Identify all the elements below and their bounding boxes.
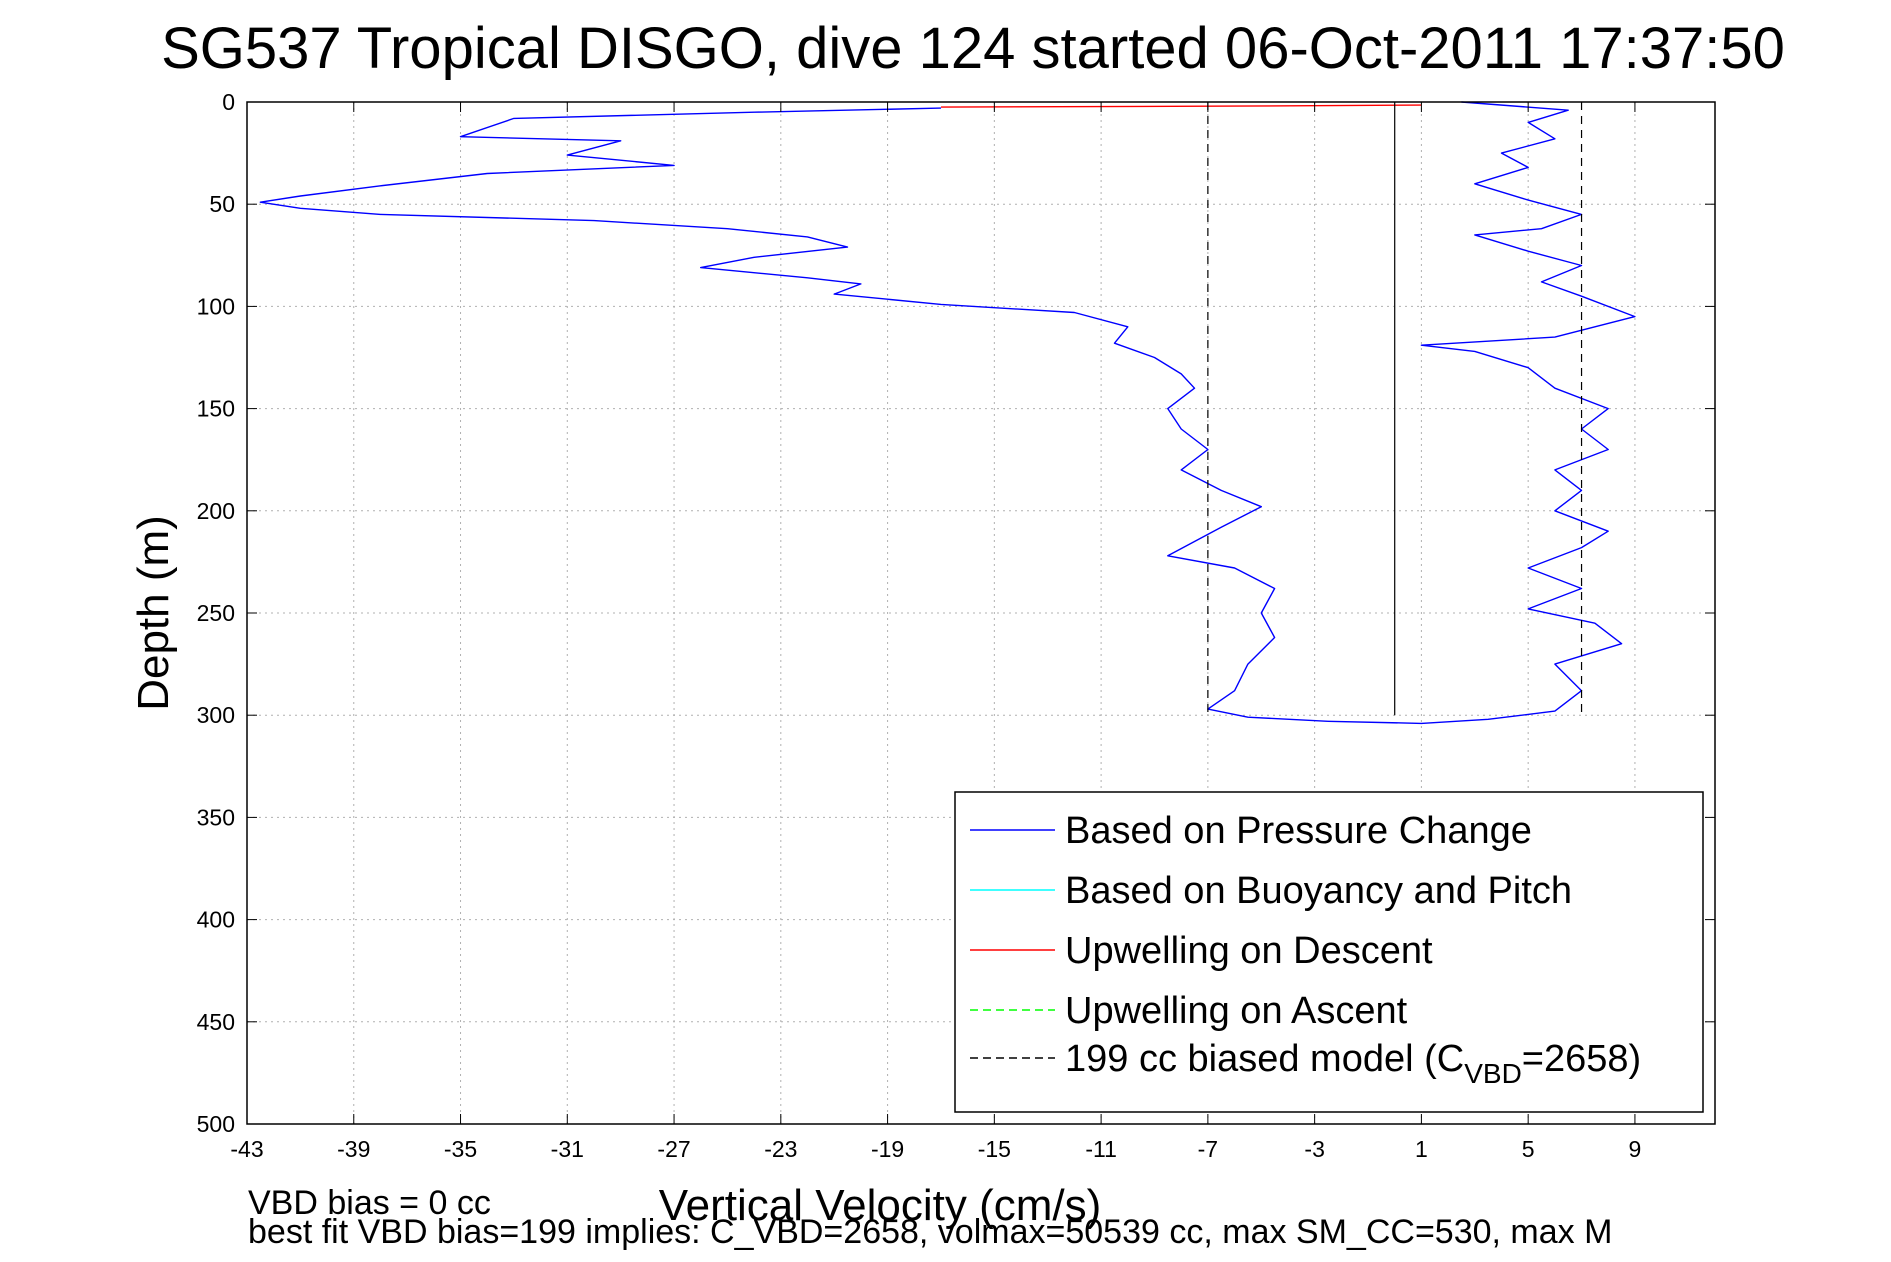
legend-box [954,791,1704,1113]
plot-series [259,101,1636,725]
y-tick-label: 500 [197,1111,235,1137]
legend: Based on Pressure Change Based on Buoyanc… [954,791,1704,1113]
axis-ticks: -43 -39 -35 -31 -27 -23 -19 -15 -11 -7 -3 1 5 9050100… [197,89,1715,1162]
y-tick-label: 350 [197,804,235,830]
chart-title: SG537 Tropical DISGO, dive 124 started 0… [161,16,1785,81]
x-tick-label: -7 [1198,1136,1218,1162]
x-tick-label: -11 [1085,1136,1117,1162]
series-line-0 [259,107,1329,722]
annotation-vbd-bias: VBD bias = 0 cc [248,1184,491,1222]
x-tick-label: -39 [337,1136,370,1162]
y-tick-label: 0 [222,89,235,115]
x-tick-label: -3 [1304,1136,1324,1162]
x-tick-label: 9 [1629,1136,1642,1162]
legend-label-3: Upwelling on Descent [1065,930,1433,972]
y-tick-label: 200 [197,498,235,524]
x-tick-label: 5 [1522,1136,1535,1162]
legend-label-0: Based on Pressure Change [1065,810,1532,852]
x-tick-label: -31 [551,1136,584,1162]
x-tick-label: 1 [1415,1136,1428,1162]
y-tick-label: 450 [197,1009,235,1035]
x-tick-label: -43 [230,1136,263,1162]
y-tick-label: 100 [197,293,235,319]
legend-label-4: Upwelling on Ascent [1065,990,1408,1032]
x-axis-label: Vertical Velocity (cm/s) [659,1181,1102,1230]
y-tick-label: 300 [197,702,235,728]
x-tick-label: -15 [978,1136,1011,1162]
x-tick-label: -19 [871,1136,904,1162]
x-tick-label: -23 [764,1136,797,1162]
y-axis-label: Depth (m) [129,515,178,711]
annotation-best-fit: best fit VBD bias=199 implies: C_VBD=265… [248,1213,1612,1251]
x-tick-label: -35 [444,1136,477,1162]
series-line-3 [940,104,1422,108]
series-line-1 [1327,101,1636,725]
y-tick-label: 150 [197,396,235,422]
y-tick-label: 400 [197,907,235,933]
y-tick-label: 50 [209,191,235,217]
x-tick-label: -27 [657,1136,690,1162]
y-tick-label: 250 [197,600,235,626]
legend-label-2: Based on Buoyancy and Pitch [1065,870,1572,912]
